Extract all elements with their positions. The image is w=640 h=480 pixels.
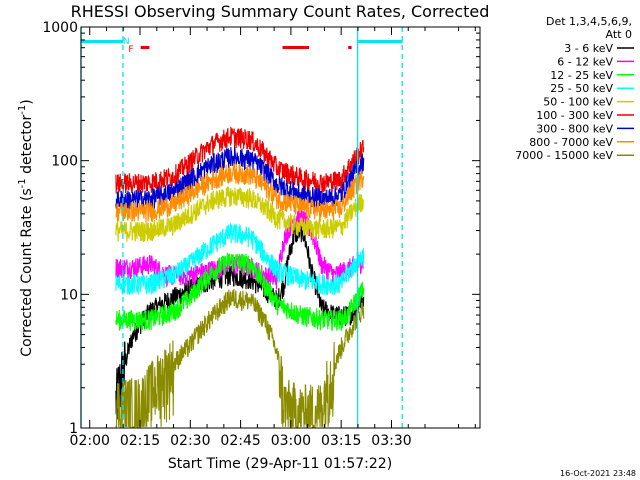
legend-label: 100 - 300 keV xyxy=(536,109,613,122)
series-layer xyxy=(115,126,365,428)
saa-bar-1 xyxy=(81,40,124,43)
x-tick-label: 02:15 xyxy=(120,433,160,449)
y-axis-label-sup2: -1 xyxy=(17,105,28,115)
legend-label: 6 - 12 keV xyxy=(557,55,613,68)
series-line-800-7000-kev xyxy=(115,163,365,223)
flag-marker-f: F xyxy=(128,45,133,55)
series-line-7000-15000-kev xyxy=(115,288,365,428)
chart-title: RHESSI Observing Summary Count Rates, Co… xyxy=(71,2,490,21)
x-tick-label: 03:00 xyxy=(271,433,311,449)
x-axis-label: Start Time (29-Apr-11 01:57:22) xyxy=(168,456,392,472)
flare-flag-bar-2 xyxy=(282,46,309,49)
y-tick-label: 10 xyxy=(60,287,78,303)
y-axis-label: Corrected Count Rate (s-1 detector-1) xyxy=(17,99,35,356)
footer-date: 16-Oct-2021 23:48 xyxy=(560,469,636,478)
legend-label: 50 - 100 keV xyxy=(543,96,613,109)
legend-label: 12 - 25 keV xyxy=(550,69,613,82)
x-tick-label: 03:15 xyxy=(321,433,361,449)
legend-label: 300 - 800 keV xyxy=(536,122,613,135)
series-line-100-300-kev xyxy=(115,126,365,195)
y-tick-label: 1000 xyxy=(42,20,78,36)
legend-label: 800 - 7000 keV xyxy=(529,136,613,149)
series-line-12-25-kev xyxy=(115,252,365,331)
legend-label: 7000 - 15000 keV xyxy=(515,149,613,162)
y-axis-label-main: Corrected Count Rate (s xyxy=(19,188,35,356)
axis-layer: 02:00 02:15 02:30 02:45 03:00 03:15 03:30 1 10 10… xyxy=(42,20,480,449)
plot-frame xyxy=(80,26,481,429)
legend-label: 25 - 50 keV xyxy=(550,82,613,95)
legend-header-1: Det 1,3,4,5,6,9, xyxy=(546,15,632,28)
y-axis-label-sup1: -1 xyxy=(17,178,28,188)
series-line-50-100-kev xyxy=(115,186,365,243)
series-line-25-50-kev xyxy=(115,222,365,296)
y-axis-label-mid: detector xyxy=(19,115,35,179)
flare-flag-bar-3 xyxy=(348,46,352,49)
flag-marker-n: N xyxy=(123,37,130,47)
x-tick-label: 02:45 xyxy=(220,433,260,449)
saa-bar-2 xyxy=(358,40,403,43)
legend-header-2: Att 0 xyxy=(606,28,632,41)
x-tick-label: 02:30 xyxy=(170,433,210,449)
y-axis-label-end: ) xyxy=(19,99,35,104)
legend-label: 3 - 6 keV xyxy=(564,42,613,55)
y-tick-label: 1 xyxy=(69,421,78,437)
x-tick-label: 02:00 xyxy=(70,433,110,449)
flare-flag-bar-1 xyxy=(140,46,150,49)
overlay-layer: NF xyxy=(80,27,403,428)
y-tick-label: 100 xyxy=(51,154,78,170)
x-tick-label: 03:30 xyxy=(371,433,411,449)
